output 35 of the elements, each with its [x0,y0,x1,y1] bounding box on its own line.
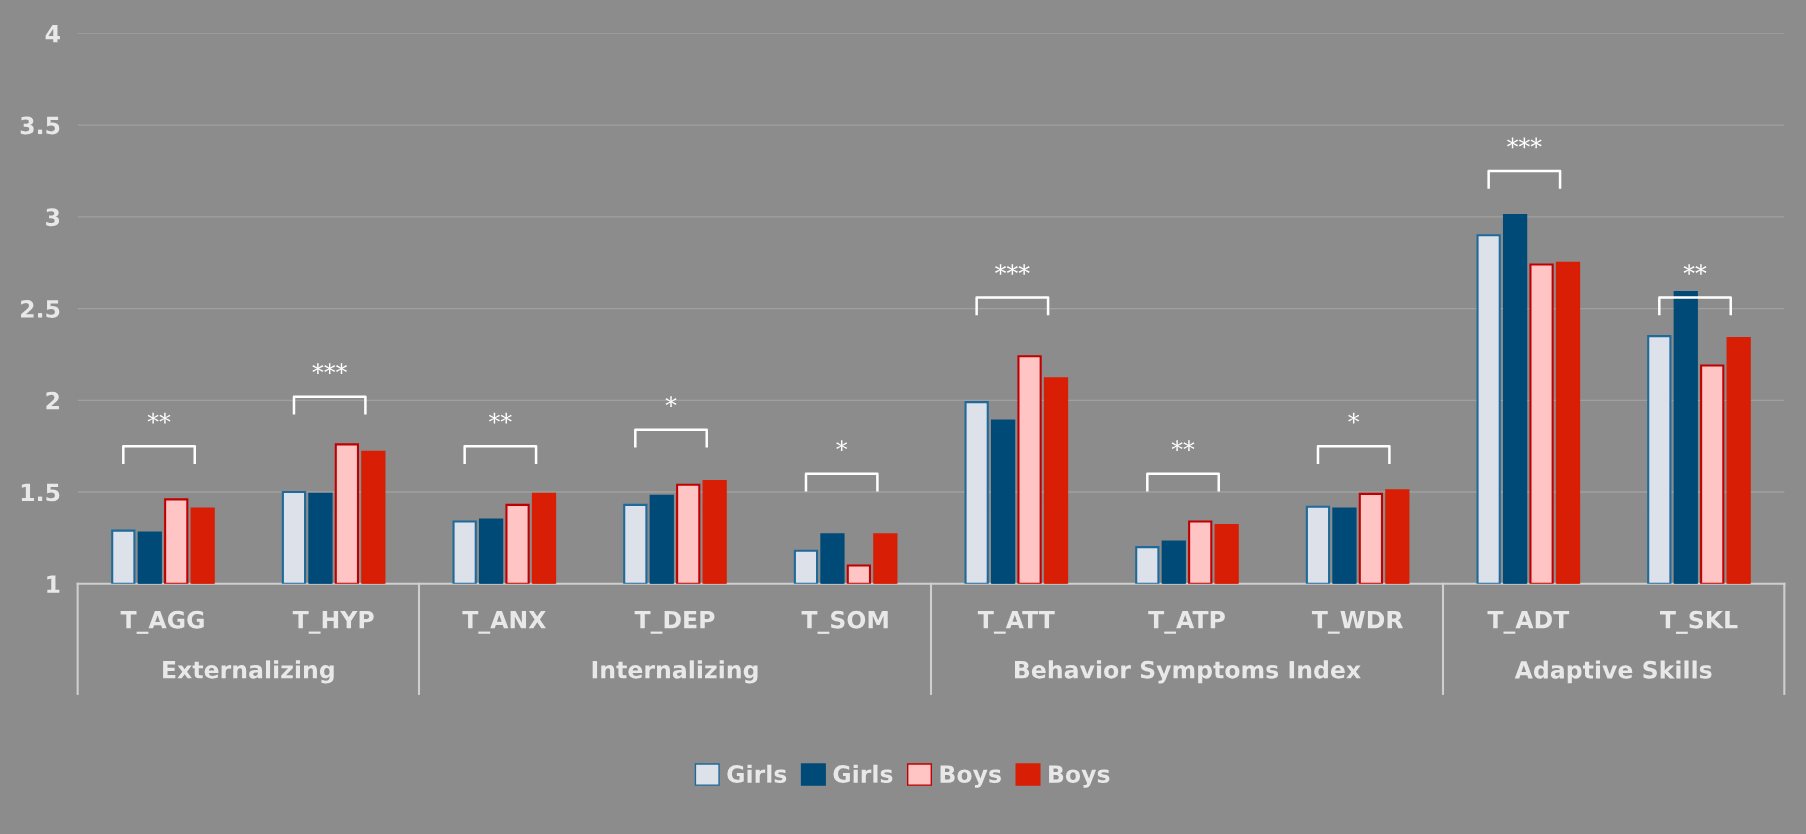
legend-label: Girls [727,764,787,783]
x-tick-label: T_ATP [1148,610,1225,634]
x-tick-label: T_ATT [977,610,1055,634]
annotation: ** [488,412,512,424]
x-tick-label: T_SKL [1659,610,1738,634]
y-tick-label: 1 [47,575,60,593]
x-tick-label: T_ANX [462,610,546,634]
annotation: ** [147,412,171,424]
x-tick-label: T_HYP [292,610,374,634]
annotation: ** [1171,440,1195,452]
annotation: *** [1507,137,1542,149]
text: Externalizing [163,660,334,684]
x-tick-label: T_WDR [1311,610,1404,634]
x-tick-label: T_AGG [120,610,204,634]
x-tick-label: T_SOM [801,610,888,634]
y-tick-label: 1.5 [21,483,60,502]
annotation: ** [1683,264,1707,275]
annotation: * [1348,412,1360,424]
text: Adaptive Skills [1514,660,1712,684]
y-tick-label: 4 [45,25,60,43]
annotation: * [665,396,677,407]
y-tick-label: 2.5 [21,300,60,318]
text: Behavior Symptoms Index [1014,660,1361,684]
x-tick-label: T_ADT [1487,610,1570,634]
text: Internalizing [592,660,758,684]
y-tick-label: 3.5 [20,116,60,135]
annotation: *** [995,264,1030,275]
legend-label: Boys [940,765,1001,788]
x-tick-label: T_DEP [634,610,715,634]
y-tick-label: 2 [46,391,59,410]
y-tick-label: 3 [46,208,60,227]
annotation: *** [312,363,348,374]
annotation: * [836,440,848,452]
legend-label: Boys [1049,765,1110,788]
legend-label: Girls [833,764,893,783]
